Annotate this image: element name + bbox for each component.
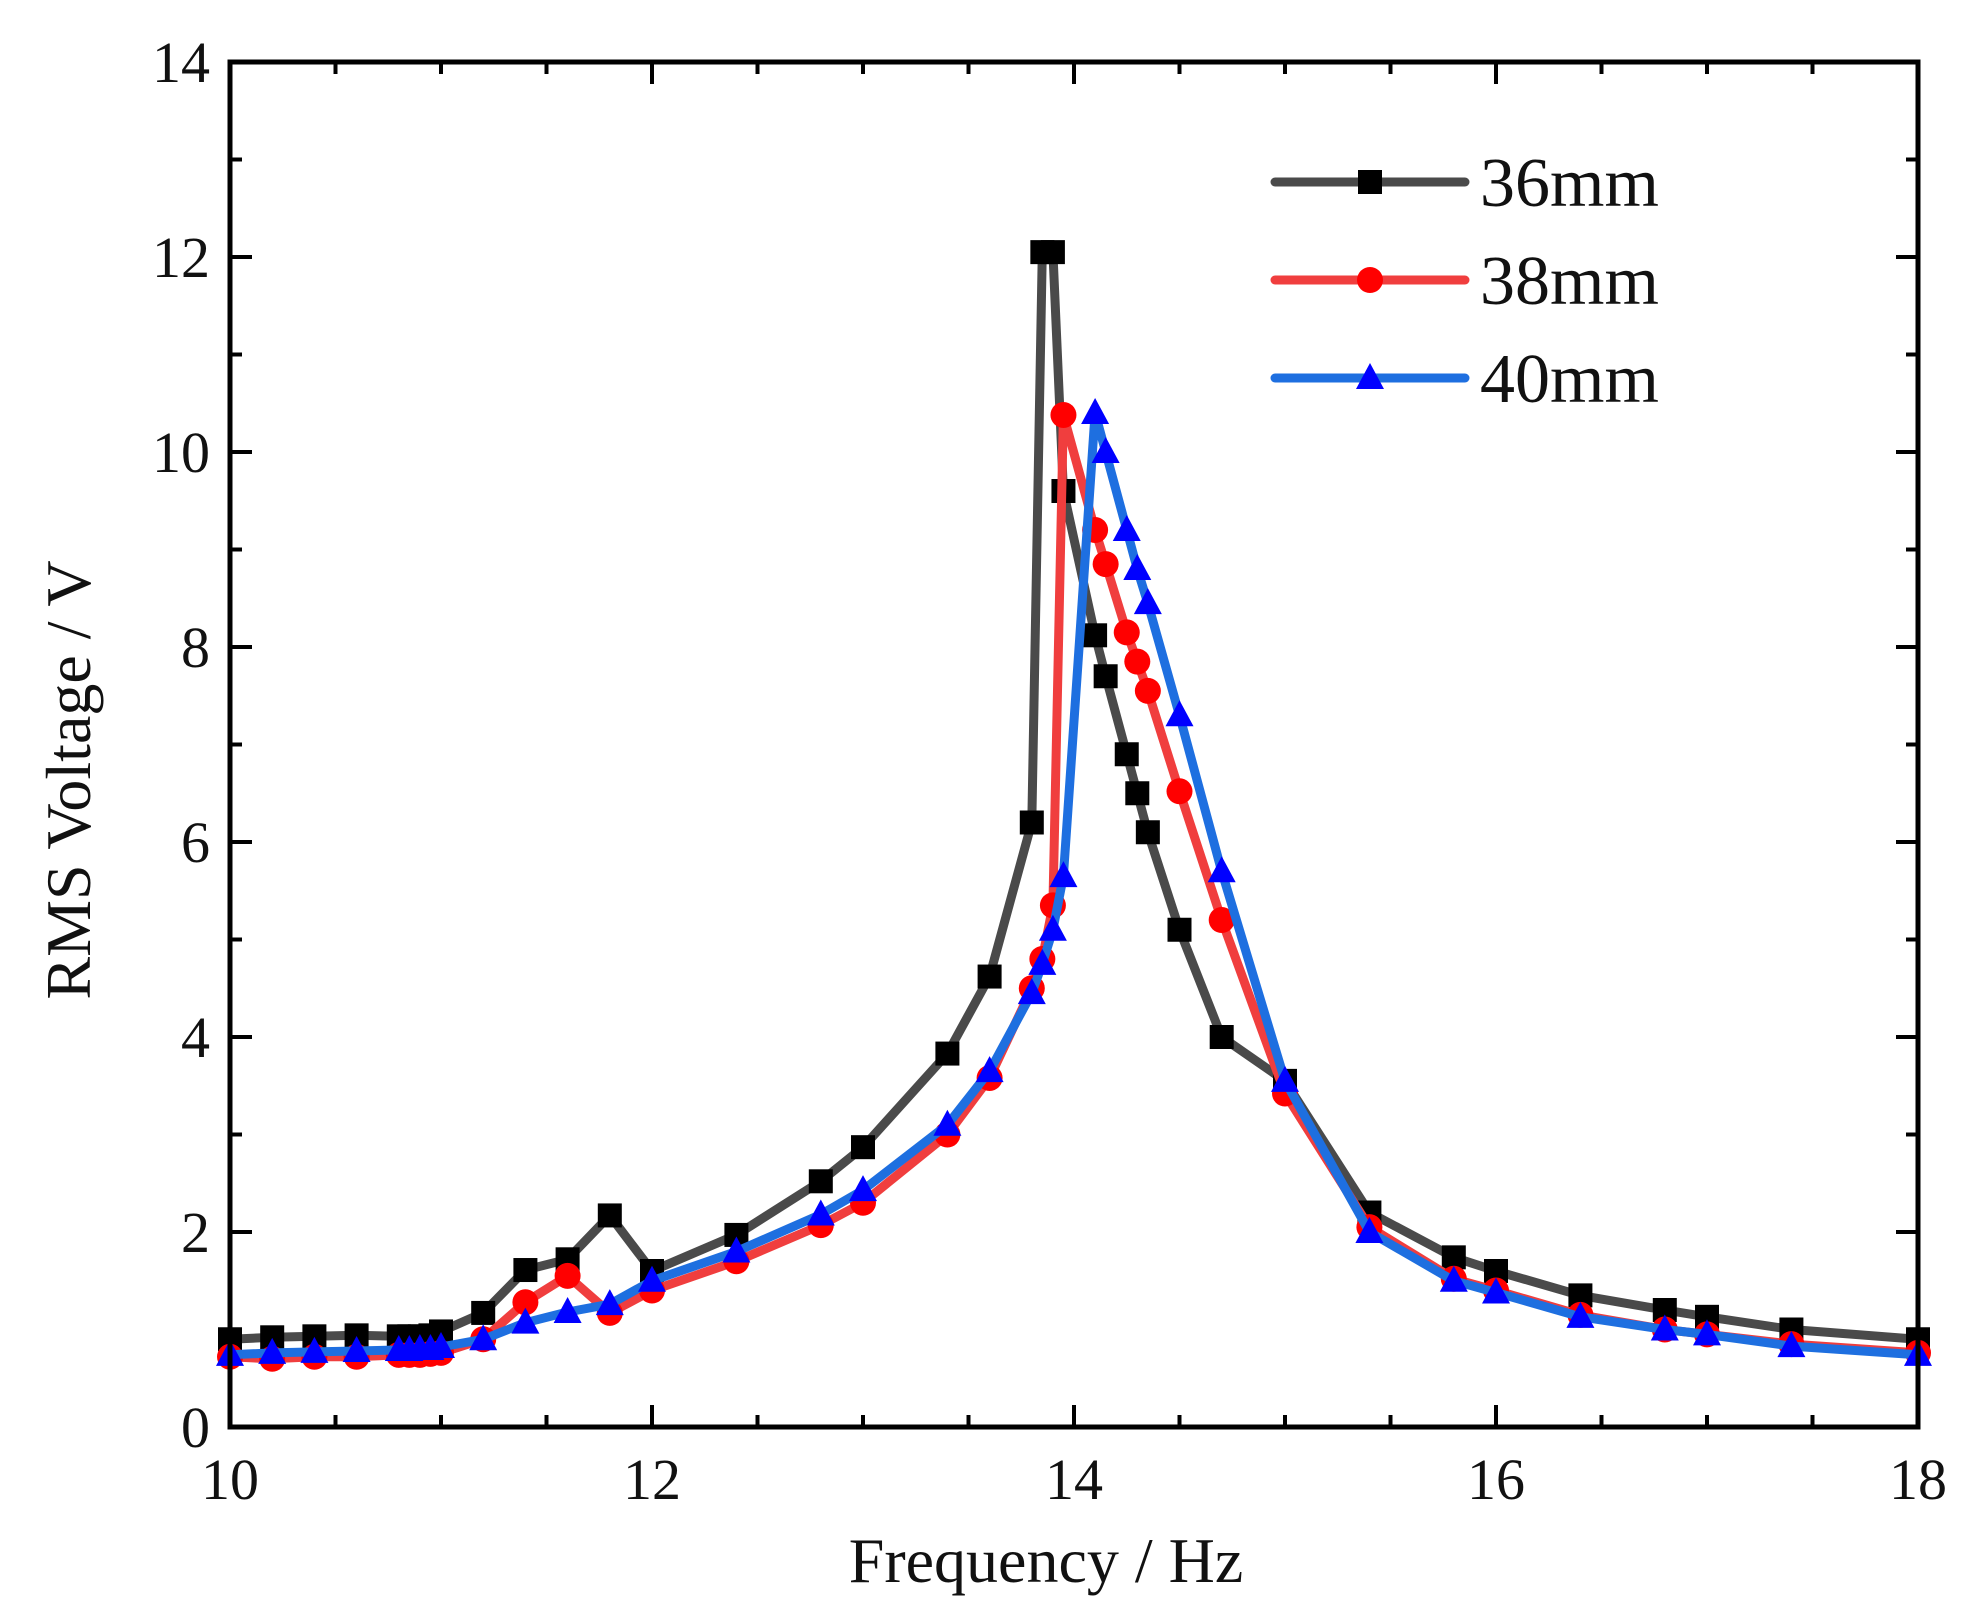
x-tick-label-12: 12 xyxy=(623,1447,681,1512)
axes-layer: 10 12 14 16 18 0 2 4 6 8 10 12 14 xyxy=(152,30,1947,1512)
data-point-40mm-37 xyxy=(1777,1331,1806,1358)
legend-label-40mm: 40mm xyxy=(1480,341,1659,418)
data-point-36mm-32 xyxy=(1441,1245,1466,1270)
data-point-40mm-31 xyxy=(1355,1217,1384,1243)
data-point-40mm-9 xyxy=(469,1324,498,1351)
data-point-40mm-30 xyxy=(1271,1065,1299,1092)
data-point-40mm-24 xyxy=(1091,437,1120,463)
legend: 36mm 38mm 40mm xyxy=(1270,145,1659,418)
data-point-36mm-23 xyxy=(1083,623,1108,648)
x-tick-label-18: 18 xyxy=(1889,1447,1947,1512)
data-point-38mm-26 xyxy=(1124,648,1151,675)
legend-label-38mm: 38mm xyxy=(1480,243,1659,320)
data-point-36mm-29 xyxy=(1209,1025,1234,1049)
data-point-36mm-9 xyxy=(471,1300,496,1325)
data-point-36mm-21 xyxy=(1040,240,1065,265)
series-40mm xyxy=(216,398,1932,1366)
data-point-40mm-33 xyxy=(1482,1277,1510,1304)
data-point-40mm-21 xyxy=(1038,914,1067,941)
data-point-38mm-27 xyxy=(1134,677,1161,704)
data-point-40mm-23 xyxy=(1081,398,1110,424)
y-tick-label-10: 10 xyxy=(152,420,210,485)
x-tick-label-14: 14 xyxy=(1045,1447,1103,1512)
data-point-38mm-10 xyxy=(512,1289,539,1316)
data-point-40mm-25 xyxy=(1112,515,1141,541)
y-tick-label-6: 6 xyxy=(181,810,210,875)
data-point-40mm-22 xyxy=(1049,861,1078,888)
data-point-38mm-29 xyxy=(1208,907,1235,933)
y-tick-label-8: 8 xyxy=(181,615,210,680)
legend-entry-38mm: 38mm xyxy=(1270,243,1659,320)
data-point-40mm-17 xyxy=(933,1109,962,1136)
data-point-40mm-10 xyxy=(511,1307,540,1334)
data-point-36mm-25 xyxy=(1114,742,1139,767)
x-axis-title: Frequency / Hz xyxy=(849,1525,1244,1596)
data-point-40mm-32 xyxy=(1439,1265,1468,1292)
legend-marker-40mm xyxy=(1356,363,1384,389)
x-tick-label-16: 16 xyxy=(1467,1447,1525,1512)
data-point-38mm-11 xyxy=(554,1262,581,1289)
data-point-40mm-29 xyxy=(1207,856,1236,883)
data-point-36mm-19 xyxy=(1019,810,1044,835)
y-tick-label-0: 0 xyxy=(181,1395,210,1460)
data-point-38mm-25 xyxy=(1113,619,1140,646)
legend-marker-38mm xyxy=(1357,267,1383,293)
data-point-38mm-24 xyxy=(1092,551,1119,578)
data-point-36mm-18 xyxy=(977,964,1002,989)
data-point-40mm-27 xyxy=(1133,588,1162,615)
y-tick-label-2: 2 xyxy=(181,1200,210,1265)
data-point-40mm-3 xyxy=(342,1335,371,1362)
data-point-40mm-18 xyxy=(975,1056,1004,1083)
data-point-38mm-22 xyxy=(1050,401,1077,428)
legend-marker-36mm xyxy=(1358,170,1382,194)
data-point-36mm-17 xyxy=(935,1041,960,1066)
legend-entry-36mm: 36mm xyxy=(1270,145,1659,222)
data-point-36mm-24 xyxy=(1093,664,1118,689)
data-point-40mm-14 xyxy=(722,1236,751,1263)
data-point-40mm-26 xyxy=(1123,554,1152,580)
data-point-40mm-1 xyxy=(258,1337,287,1364)
data-point-40mm-34 xyxy=(1566,1301,1595,1328)
y-tick-label-14: 14 xyxy=(152,30,210,95)
legend-entry-40mm: 40mm xyxy=(1270,341,1659,418)
data-point-36mm-28 xyxy=(1167,917,1192,942)
data-point-40mm-2 xyxy=(300,1336,329,1363)
data-point-40mm-35 xyxy=(1650,1314,1679,1341)
data-point-40mm-19 xyxy=(1017,978,1046,1005)
data-point-40mm-13 xyxy=(638,1265,666,1292)
legend-label-36mm: 36mm xyxy=(1480,145,1659,222)
y-tick-label-12: 12 xyxy=(152,225,210,290)
x-tick-label-10: 10 xyxy=(201,1447,259,1512)
y-axis-title: RMS Voltage / V xyxy=(33,560,104,999)
data-point-40mm-11 xyxy=(553,1296,582,1323)
data-point-38mm-28 xyxy=(1166,778,1193,805)
data-point-36mm-26 xyxy=(1125,781,1150,806)
data-point-40mm-12 xyxy=(595,1289,624,1316)
data-point-36mm-16 xyxy=(851,1135,875,1160)
y-tick-label-4: 4 xyxy=(181,1005,210,1070)
data-point-40mm-8 xyxy=(427,1332,455,1359)
data-point-40mm-36 xyxy=(1693,1319,1721,1346)
data-point-36mm-12 xyxy=(597,1203,622,1228)
data-point-36mm-15 xyxy=(808,1169,833,1194)
data-point-40mm-28 xyxy=(1165,700,1194,727)
data-point-36mm-27 xyxy=(1135,820,1160,845)
data-point-40mm-16 xyxy=(849,1175,877,1202)
data-point-40mm-20 xyxy=(1028,948,1057,975)
data-point-36mm-10 xyxy=(513,1258,538,1283)
data-point-40mm-15 xyxy=(806,1199,835,1226)
